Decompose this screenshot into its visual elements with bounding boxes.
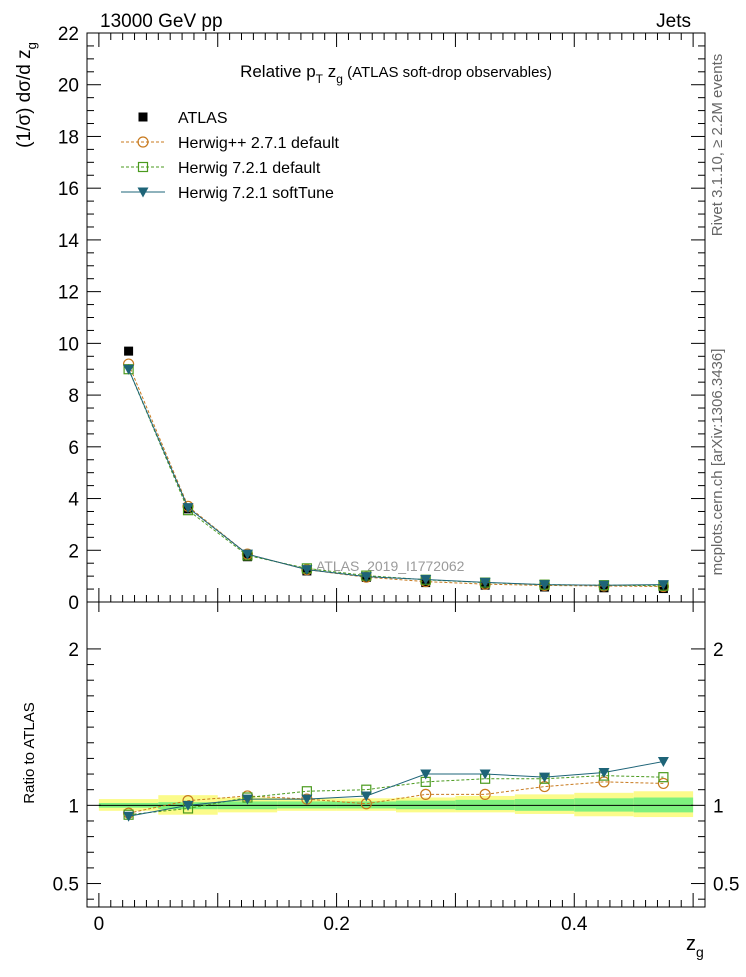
legend-label-herwig-7-2-1-default: Herwig 7.2.1 default bbox=[178, 160, 321, 177]
ratio-point-herwig-7-2-1-softtune bbox=[420, 769, 432, 780]
main-point-herwig-7-2-1-softtune bbox=[360, 572, 372, 583]
ratio-point-herwig-2-7-1-default bbox=[420, 788, 432, 800]
main-y-tick-label: 12 bbox=[58, 283, 79, 304]
ratio-point-herwig-2-7-1-default bbox=[657, 777, 670, 790]
rivet-label: Rivet 3.1.10, ≥ 2.2M events bbox=[709, 54, 726, 237]
main-y-tick-label: 8 bbox=[68, 386, 79, 407]
main-point-herwig-7-2-1-softtune bbox=[598, 580, 610, 591]
ratio-point-herwig-7-2-1-softtune bbox=[301, 794, 313, 805]
ratio-point-herwig-7-2-1-softtune bbox=[657, 757, 669, 768]
main-y-tick-label: 6 bbox=[68, 438, 79, 459]
main-line-herwig-7-2-1-default bbox=[128, 369, 664, 587]
ratio-line-herwig-7-2-1-softtune bbox=[128, 761, 664, 817]
ratio-point-herwig-7-2-1-softtune bbox=[241, 794, 253, 805]
main-y-tick-label: 18 bbox=[58, 127, 79, 148]
xlabel-sub: g bbox=[696, 944, 704, 960]
main-point-herwig-7-2-1-softtune bbox=[420, 574, 432, 585]
main-y-axis-label: (1/σ) dσ/d zg bbox=[14, 42, 39, 148]
ylabel-main: (1/σ) dσ/d z bbox=[14, 49, 35, 147]
ratio-y-tick-label-right: 2 bbox=[713, 640, 724, 661]
chart-title: Relative pT zg (ATLAS soft-drop observab… bbox=[240, 62, 552, 86]
ratio-point-herwig-7-2-1-softtune bbox=[598, 767, 610, 778]
legend-marker-herwig-7-2-1-default bbox=[137, 161, 149, 173]
title-sub-g: g bbox=[336, 72, 343, 86]
ratio-y-tick-label: 1 bbox=[68, 796, 79, 817]
legend-marker-herwig-7-2-1-softtune bbox=[137, 187, 149, 198]
main-y-tick-label: 10 bbox=[58, 334, 79, 355]
ratio-point-herwig-7-2-1-softtune bbox=[539, 772, 551, 783]
main-point-herwig-7-2-1-softtune bbox=[241, 549, 253, 560]
main-point-herwig-7-2-1-softtune bbox=[657, 580, 669, 591]
xlabel-main: z bbox=[686, 933, 696, 955]
title-rest: (ATLAS soft-drop observables) bbox=[343, 64, 552, 81]
main-point-atlas bbox=[124, 346, 134, 356]
axes-frames bbox=[86, 32, 706, 908]
legend-label-atlas: ATLAS bbox=[178, 110, 228, 127]
legend-marker-atlas bbox=[138, 112, 148, 122]
main-point-herwig-7-2-1-softtune bbox=[123, 364, 135, 375]
ratio-point-herwig-7-2-1-softtune bbox=[360, 791, 372, 802]
analysis-id: ATLAS_2019_I1772062 bbox=[316, 558, 465, 574]
ratio-y-tick-label: 0.5 bbox=[53, 875, 79, 896]
main-y-tick-label: 0 bbox=[68, 593, 79, 614]
ratio-point-herwig-7-2-1-softtune bbox=[182, 800, 194, 811]
header-right: Jets bbox=[656, 11, 691, 32]
main-y-tick-label: 4 bbox=[68, 490, 79, 511]
x-tick-label: 0.2 bbox=[323, 914, 349, 935]
ratio-y-axis-label: Ratio to ATLAS bbox=[21, 702, 38, 803]
main-line-herwig-7-2-1-softtune bbox=[128, 369, 664, 586]
main-y-tick-label: 14 bbox=[58, 231, 80, 252]
x-axis-label: zg bbox=[686, 933, 704, 960]
main-y-tick-label: 16 bbox=[58, 179, 79, 200]
main-point-herwig-7-2-1-softtune bbox=[182, 503, 194, 514]
main-y-tick-label: 20 bbox=[58, 76, 79, 97]
data-series bbox=[122, 346, 670, 822]
title-z: z bbox=[323, 62, 336, 81]
ratio-y-tick-label-right: 1 bbox=[713, 796, 724, 817]
legend-marker-herwig-2-7-1-default bbox=[137, 136, 149, 148]
ratio-point-herwig-7-2-1-softtune bbox=[123, 811, 135, 822]
legend-label-herwig-2-7-1-default: Herwig++ 2.7.1 default bbox=[178, 135, 340, 152]
main-point-herwig-7-2-1-softtune bbox=[539, 580, 551, 591]
legend: ATLAS Herwig++ 2.7.1 default Herwig 7.2.1 … bbox=[121, 110, 340, 202]
ratio-plot-frame bbox=[86, 601, 706, 908]
header-left: 13000 GeV pp bbox=[100, 11, 223, 32]
main-line-herwig-2-7-1-default bbox=[128, 363, 664, 587]
ylabel-sub: g bbox=[24, 42, 39, 49]
legend-label-herwig-7-2-1-softtune: Herwig 7.2.1 softTune bbox=[178, 185, 334, 202]
main-y-tick-label: 22 bbox=[58, 24, 79, 45]
mcplots-label: mcplots.cern.ch [arXiv:1306.3436] bbox=[709, 349, 726, 576]
x-tick-label: 0.4 bbox=[561, 914, 588, 935]
ratio-line-herwig-7-2-1-default bbox=[128, 775, 664, 816]
ratio-y-tick-label: 2 bbox=[68, 640, 79, 661]
x-tick-label: 0 bbox=[94, 914, 105, 935]
ratio-y-tick-label-right: 0.5 bbox=[713, 875, 739, 896]
title-sub-t: T bbox=[316, 72, 324, 86]
ratio-point-herwig-7-2-1-softtune bbox=[479, 769, 491, 780]
title-main: Relative p bbox=[240, 62, 316, 81]
ratio-point-herwig-7-2-1-default bbox=[658, 772, 669, 783]
main-point-herwig-7-2-1-softtune bbox=[301, 565, 313, 576]
ratio-line-herwig-2-7-1-default bbox=[128, 781, 664, 814]
ratio-point-herwig-2-7-1-default bbox=[479, 788, 491, 800]
main-y-tick-label: 2 bbox=[68, 541, 79, 562]
main-point-herwig-7-2-1-softtune bbox=[479, 577, 491, 588]
